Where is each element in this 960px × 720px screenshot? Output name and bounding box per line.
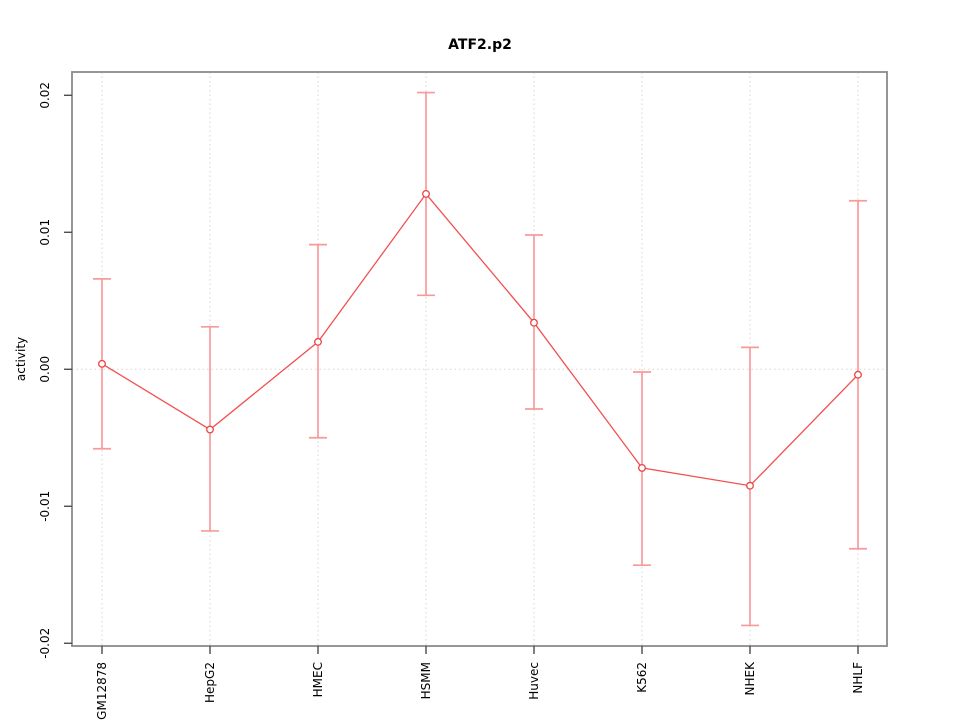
data-point-marker bbox=[206, 425, 214, 434]
x-tick-label: Huvec bbox=[527, 662, 541, 700]
y-tick-label: 0.00 bbox=[38, 356, 52, 383]
x-tick-label: GM12878 bbox=[95, 662, 109, 720]
data-point-marker bbox=[314, 337, 322, 346]
y-tick-label: 0.02 bbox=[38, 82, 52, 109]
x-tick-label: NHLF bbox=[851, 662, 865, 694]
errorbar-layer bbox=[93, 91, 867, 627]
x-tick-label: NHEK bbox=[743, 661, 757, 696]
data-point-marker bbox=[746, 481, 754, 490]
data-point-marker bbox=[422, 189, 430, 198]
data-point-marker bbox=[638, 463, 646, 472]
data-point-marker bbox=[530, 318, 538, 327]
frame-layer bbox=[71, 71, 888, 647]
plot-frame bbox=[71, 71, 888, 647]
axis-layer: -0.02 -0.01 0.00 0.01 0.02 GM12878 HepG2 HMEC HS… bbox=[38, 82, 865, 720]
x-tick-label: HMEC bbox=[311, 662, 325, 697]
y-tick-label: 0.01 bbox=[38, 219, 52, 246]
y-axis-label: activity bbox=[14, 337, 28, 381]
x-tick-label: K562 bbox=[635, 662, 649, 693]
chart-title: ATF2.p2 bbox=[448, 37, 512, 53]
grid-layer bbox=[72, 72, 887, 646]
data-point-marker bbox=[98, 359, 106, 368]
data-point-marker bbox=[854, 370, 862, 379]
x-tick-label: HSMM bbox=[419, 662, 433, 699]
y-tick-label: -0.01 bbox=[38, 491, 52, 522]
x-tick-label: HepG2 bbox=[203, 662, 217, 703]
series-layer bbox=[98, 189, 862, 490]
series-line bbox=[101, 192, 859, 487]
y-tick-label: -0.02 bbox=[38, 628, 52, 659]
